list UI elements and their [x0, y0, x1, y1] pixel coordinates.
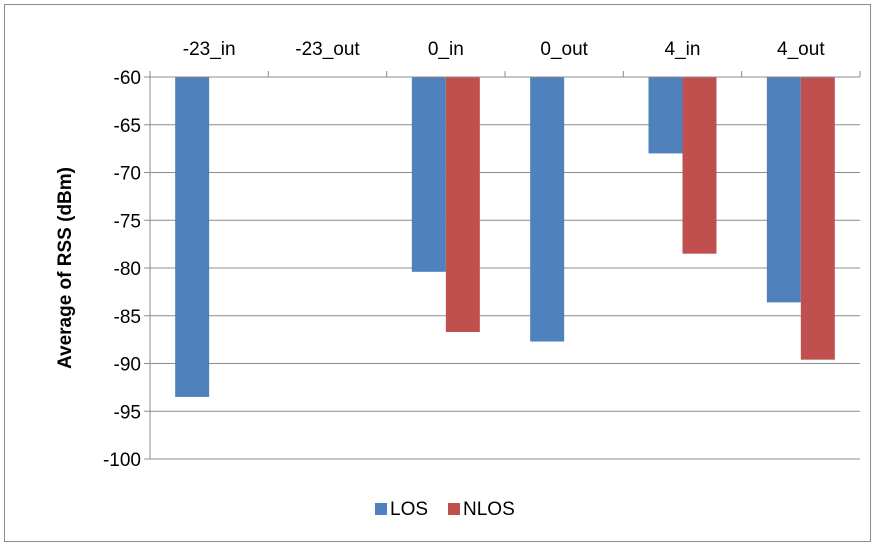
bar-nlos-0_in — [445, 77, 480, 332]
y-tick-label: -95 — [114, 402, 141, 423]
legend: LOS NLOS — [375, 499, 515, 520]
bar-los-4_in — [648, 77, 683, 154]
category-label: 4_in — [665, 39, 701, 60]
labels: -60 -65 -70 -75 -80 -85 -90 -95 -100 -23_in -23_ou… — [103, 39, 825, 471]
y-tick-label: -90 — [114, 355, 141, 376]
bar-nlos-4_out — [800, 77, 835, 360]
category-label: -23_out — [295, 39, 360, 60]
y-tick-label: -100 — [103, 450, 141, 471]
y-tick-label: -85 — [114, 307, 141, 328]
bar-los--23_in — [175, 77, 210, 397]
y-tick-label: -60 — [114, 68, 141, 89]
bar-nlos-4_in — [682, 77, 717, 254]
legend-swatch-los — [375, 503, 387, 515]
y-axis-title: Average of RSS (dBm) — [55, 167, 76, 369]
category-label: -23_in — [183, 39, 236, 60]
y-tick-label: -80 — [114, 259, 141, 280]
bar-los-0_out — [530, 77, 565, 342]
category-label: 0_in — [428, 39, 464, 60]
gridlines — [150, 124, 860, 460]
y-tick-label: -75 — [114, 211, 141, 232]
legend-label-los: LOS — [390, 499, 428, 520]
bars — [175, 77, 835, 397]
y-tick-label: -65 — [114, 116, 141, 137]
axes — [144, 71, 861, 460]
category-label: 4_out — [777, 39, 825, 60]
legend-label-nlos: NLOS — [463, 499, 515, 520]
bar-los-4_out — [766, 77, 801, 303]
category-label: 0_out — [540, 39, 588, 60]
legend-swatch-nlos — [448, 503, 460, 515]
bar-los-0_in — [411, 77, 446, 272]
y-tick-label: -70 — [114, 164, 141, 185]
